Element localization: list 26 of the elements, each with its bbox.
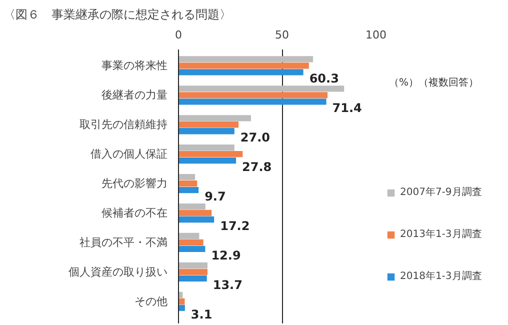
y-tick-label: 個人資産の取り扱い [68, 265, 168, 278]
chart-title: 〈図６ 事業継承の際に想定される問題〉 [4, 8, 232, 22]
data-label: 27.0 [240, 130, 270, 145]
data-label: 17.2 [220, 219, 250, 233]
y-tick-label: 取引先の信頼維持 [80, 118, 168, 132]
data-label: 71.4 [332, 101, 362, 116]
y-tick-label: 先代の影響力 [102, 177, 168, 190]
y-tick-label: 借入の個人保証 [90, 148, 168, 161]
data-label: 9.7 [204, 190, 226, 204]
data-label: 27.8 [242, 160, 272, 174]
data-label: 13.7 [212, 278, 242, 292]
legend-label: 2007年7-9月調査 [400, 186, 482, 199]
data-label: 3.1 [190, 307, 212, 322]
legend-label: 2018年1-3月調査 [400, 270, 482, 283]
x-tick-label: 100 [366, 28, 387, 42]
y-tick-label: 後継者の力量 [102, 88, 168, 102]
y-tick-label: 社員の不平・不満 [80, 236, 168, 249]
y-tick-label: 事業の将来性 [102, 59, 168, 72]
x-tick-label: 50 [275, 28, 289, 42]
data-label: 60.3 [309, 72, 339, 86]
x-tick-label: 0 [175, 28, 182, 42]
text: （%）（複数回答） [388, 76, 478, 89]
y-tick-label: 候補者の不在 [102, 206, 168, 220]
legend-label: 2013年1-3月調査 [400, 228, 482, 241]
y-tick-label: その他 [134, 294, 168, 308]
data-label: 12.9 [211, 248, 241, 262]
